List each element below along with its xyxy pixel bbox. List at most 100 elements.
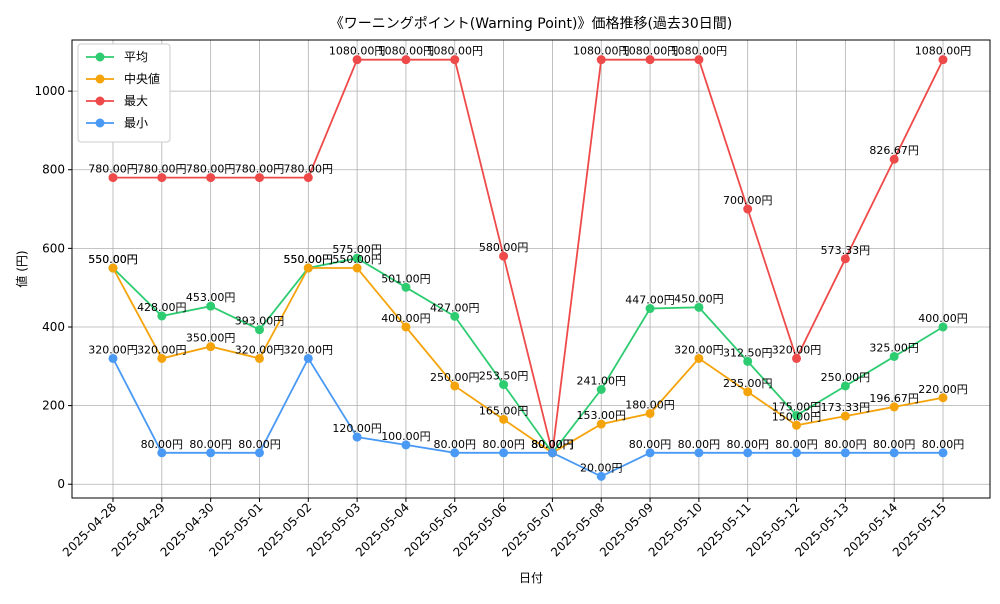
data-label: 550.00円 xyxy=(284,253,334,266)
data-point xyxy=(645,304,655,314)
data-point xyxy=(694,55,704,65)
chart-title: 《ワーニングポイント(Warning Point)》価格推移(過去30日間) xyxy=(330,16,732,32)
data-point xyxy=(596,419,606,429)
data-point xyxy=(547,448,557,458)
data-label: 780.00円 xyxy=(235,163,285,176)
y-tick-label: 200 xyxy=(42,399,65,413)
data-label: 780.00円 xyxy=(137,163,187,176)
data-label: 320.00円 xyxy=(235,343,285,356)
data-label: 501.00円 xyxy=(381,272,431,285)
data-label: 400.00円 xyxy=(381,312,431,325)
data-label: 80.00円 xyxy=(482,438,525,451)
data-label: 80.00円 xyxy=(141,438,184,451)
x-axis-ticks: 2025-04-282025-04-292025-04-302025-05-01… xyxy=(60,498,949,559)
data-point xyxy=(840,411,850,421)
data-label: 1080.00円 xyxy=(671,45,728,58)
data-point xyxy=(840,448,850,458)
data-label: 580.00円 xyxy=(479,241,529,254)
data-point xyxy=(352,55,362,65)
data-label: 80.00円 xyxy=(775,438,818,451)
data-point xyxy=(499,414,509,424)
data-point xyxy=(450,311,460,321)
x-axis-label: 日付 xyxy=(519,571,543,585)
data-point xyxy=(743,356,753,366)
data-label: 80.00円 xyxy=(873,438,916,451)
data-label: 450.00円 xyxy=(674,292,724,305)
legend-swatch-marker xyxy=(95,118,105,128)
legend-swatch-marker xyxy=(95,74,105,84)
data-label: 150.00円 xyxy=(772,410,822,423)
data-label: 80.00円 xyxy=(531,438,574,451)
data-point xyxy=(645,448,655,458)
series-line-2 xyxy=(113,58,944,454)
data-label: 153.00円 xyxy=(576,409,626,422)
data-point xyxy=(450,55,460,65)
data-label: 428.00円 xyxy=(137,301,187,314)
data-label: 235.00円 xyxy=(723,377,773,390)
data-label: 250.00円 xyxy=(430,371,480,384)
data-label: 80.00円 xyxy=(531,438,574,451)
data-point xyxy=(206,448,216,458)
data-label: 80.00円 xyxy=(726,438,769,451)
data-point xyxy=(108,353,118,363)
data-label: 780.00円 xyxy=(186,163,236,176)
data-labels: 550.00円428.00円453.00円393.00円550.00円575.0… xyxy=(88,45,971,475)
data-label: 175.00円 xyxy=(772,400,822,413)
data-point xyxy=(596,55,606,65)
data-point xyxy=(450,448,460,458)
data-label: 400.00円 xyxy=(918,312,968,325)
data-label: 241.00円 xyxy=(576,374,626,387)
data-point xyxy=(938,322,948,332)
data-point xyxy=(792,420,802,430)
data-label: 780.00円 xyxy=(284,163,334,176)
legend-label: 中央値 xyxy=(124,71,160,86)
data-label: 780.00円 xyxy=(88,163,138,176)
data-label: 253.50円 xyxy=(479,370,529,383)
data-point xyxy=(401,322,411,332)
data-label: 165.00円 xyxy=(479,404,529,417)
data-point xyxy=(254,325,264,335)
data-point xyxy=(401,55,411,65)
data-point xyxy=(792,410,802,420)
data-point xyxy=(108,173,118,183)
data-label: 550.00円 xyxy=(88,253,138,266)
data-label: 320.00円 xyxy=(772,343,822,356)
data-point xyxy=(352,263,362,273)
data-point xyxy=(840,381,850,391)
data-point xyxy=(889,448,899,458)
data-point xyxy=(157,353,167,363)
legend-box xyxy=(77,43,171,143)
data-label: 320.00円 xyxy=(674,343,724,356)
data-label: 575.00円 xyxy=(332,243,382,256)
data-label: 220.00円 xyxy=(918,383,968,396)
data-label: 80.00円 xyxy=(531,438,574,451)
data-point xyxy=(352,432,362,442)
data-label: 1080.00円 xyxy=(915,45,972,58)
data-point xyxy=(889,154,899,164)
y-tick-label: 600 xyxy=(42,241,65,255)
data-label: 1080.00円 xyxy=(622,45,679,58)
data-label: 100.00円 xyxy=(381,430,431,443)
series-line-0 xyxy=(112,257,944,455)
data-label: 80.00円 xyxy=(922,438,965,451)
data-point xyxy=(938,55,948,65)
y-axis-ticks: 0 200 400 600 800 1000 xyxy=(34,84,72,491)
grid-lines xyxy=(72,40,990,498)
data-label: 80.00円 xyxy=(531,438,574,451)
data-point xyxy=(840,254,850,264)
data-label: 1080.00円 xyxy=(329,45,386,58)
data-label: 180.00円 xyxy=(625,398,675,411)
data-point xyxy=(938,393,948,403)
series-line-1 xyxy=(112,267,944,454)
data-point xyxy=(157,173,167,183)
data-point xyxy=(303,173,313,183)
data-point xyxy=(401,440,411,450)
data-label: 80.00円 xyxy=(824,438,867,451)
data-label: 1080.00円 xyxy=(427,45,484,58)
legend-swatch-marker xyxy=(95,52,105,62)
data-label: 320.00円 xyxy=(137,343,187,356)
data-label: 20.00円 xyxy=(580,461,623,474)
data-point xyxy=(206,301,216,311)
data-point xyxy=(352,253,362,263)
series-lines xyxy=(112,58,944,478)
